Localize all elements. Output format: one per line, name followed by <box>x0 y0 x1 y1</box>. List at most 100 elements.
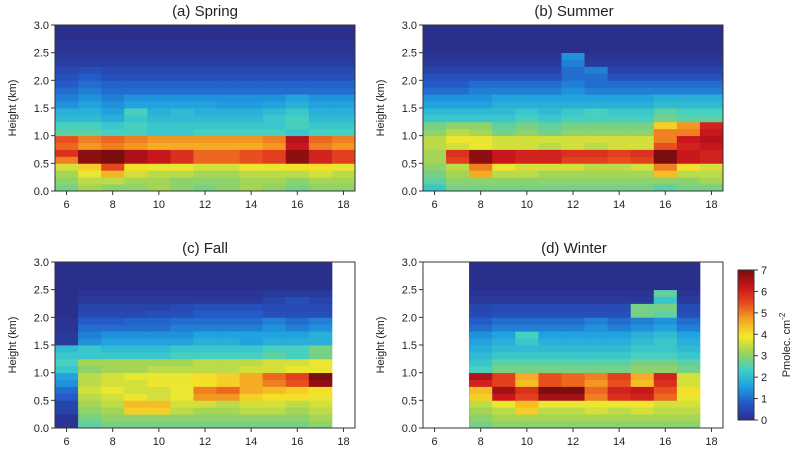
heatmap-cell <box>170 338 194 346</box>
heatmap-cell <box>561 386 585 394</box>
heatmap-cell <box>561 351 585 360</box>
heatmap-cell <box>515 338 539 346</box>
heatmap-cell <box>561 142 585 150</box>
heatmap-cell <box>124 38 148 47</box>
heatmap-cell <box>170 87 194 95</box>
heatmap-cell <box>285 379 310 387</box>
heatmap-cell <box>285 386 310 394</box>
heatmap-cell <box>676 142 701 150</box>
heatmap-cell <box>676 393 701 401</box>
heatmap-cell <box>699 114 724 123</box>
heatmap-cell <box>262 372 287 380</box>
heatmap-cell <box>423 170 447 178</box>
heatmap-cell <box>607 338 632 346</box>
heatmap-cell <box>124 94 148 102</box>
heatmap-cell <box>78 108 102 116</box>
heatmap-cell <box>469 184 493 192</box>
heatmap-cell <box>699 101 724 109</box>
heatmap-cell <box>78 310 102 318</box>
heatmap-cell <box>515 345 539 353</box>
heatmap-cell <box>147 128 171 137</box>
heatmap-cell <box>216 400 241 408</box>
heatmap-cell <box>469 108 493 116</box>
heatmap-cell <box>653 177 678 185</box>
heatmap-cell <box>515 108 539 116</box>
heatmap-cell <box>147 407 171 415</box>
x-tick-label: 10 <box>153 436 165 448</box>
heatmap-cell <box>446 128 470 137</box>
heatmap-cell <box>55 52 79 60</box>
panel-spring: (a) Spring 6 8 10 12 14 16 18 0.0 0.5 1.0 1.5 2.0 2… <box>7 3 356 211</box>
heatmap-cell <box>653 114 678 123</box>
heatmap-cells <box>55 25 356 192</box>
heatmap-cell <box>538 121 562 130</box>
heatmap-cell <box>584 184 609 192</box>
heatmap-cell <box>676 296 701 304</box>
heatmap-cell <box>676 421 701 429</box>
heatmap-cell <box>262 59 287 67</box>
heatmap-cell <box>699 94 724 102</box>
heatmap-cell <box>492 338 516 346</box>
heatmap-cell <box>699 170 724 178</box>
heatmap-cell <box>55 163 79 171</box>
heatmap-cell <box>423 121 447 130</box>
heatmap-cell <box>193 94 217 102</box>
heatmap-cell <box>216 128 241 137</box>
x-tick-label: 16 <box>291 199 303 211</box>
heatmap-cell <box>607 358 632 367</box>
heatmap-cell <box>147 135 171 143</box>
heatmap-cell <box>124 386 148 394</box>
heatmap-cell <box>78 414 102 422</box>
heatmap-cell <box>262 177 287 185</box>
heatmap-cell <box>607 317 632 325</box>
heatmap-cell <box>584 393 609 401</box>
heatmap-cell <box>584 414 609 422</box>
heatmap-cell <box>630 358 655 367</box>
heatmap-cell <box>78 52 102 60</box>
heatmap-cell <box>515 358 539 367</box>
heatmap-cell <box>492 275 516 284</box>
heatmap-cell <box>170 31 194 40</box>
heatmap-cell <box>653 73 678 81</box>
heatmap-cell <box>469 94 493 102</box>
heatmap-cell <box>469 282 493 291</box>
heatmap-cell <box>147 142 171 150</box>
heatmap-cell <box>193 379 217 387</box>
heatmap-cell <box>101 163 125 171</box>
heatmap-cell <box>607 421 632 429</box>
heatmap-cell <box>538 177 562 185</box>
heatmap-cell <box>653 52 678 60</box>
heatmap-cell <box>239 296 264 304</box>
heatmap-cell <box>147 414 171 422</box>
heatmap-cell <box>607 149 632 157</box>
heatmap-cell <box>469 101 493 109</box>
heatmap-cell <box>446 121 470 130</box>
heatmap-cell <box>193 421 217 429</box>
heatmap-cell <box>78 338 102 346</box>
heatmap-cell <box>308 310 333 318</box>
heatmap-cell <box>55 421 79 429</box>
heatmap-cell <box>584 170 609 178</box>
heatmap-cell <box>446 170 470 178</box>
y-tick-label: 2.5 <box>34 285 49 297</box>
heatmap-cell <box>630 94 655 102</box>
heatmap-cell <box>78 87 102 95</box>
heatmap-cell <box>584 407 609 415</box>
heatmap-cell <box>492 317 516 325</box>
x-tick-label: 14 <box>245 436 257 448</box>
heatmap-cell <box>630 184 655 192</box>
heatmap-cell <box>193 414 217 422</box>
heatmap-cell <box>239 80 264 88</box>
heatmap-cell <box>469 407 493 415</box>
x-tick-label: 6 <box>431 199 437 211</box>
heatmap-cell <box>423 142 447 150</box>
heatmap-cell <box>653 170 678 178</box>
y-tick-label: 3.0 <box>402 257 417 269</box>
heatmap-cell <box>285 358 310 367</box>
y-tick-labels: 0.0 0.5 1.0 1.5 2.0 2.5 3.0 <box>402 20 423 198</box>
heatmap-cell <box>492 184 516 192</box>
heatmap-cell <box>515 351 539 360</box>
heatmap-cell <box>331 66 356 74</box>
heatmap-cell <box>124 66 148 74</box>
heatmap-cell <box>147 351 171 360</box>
